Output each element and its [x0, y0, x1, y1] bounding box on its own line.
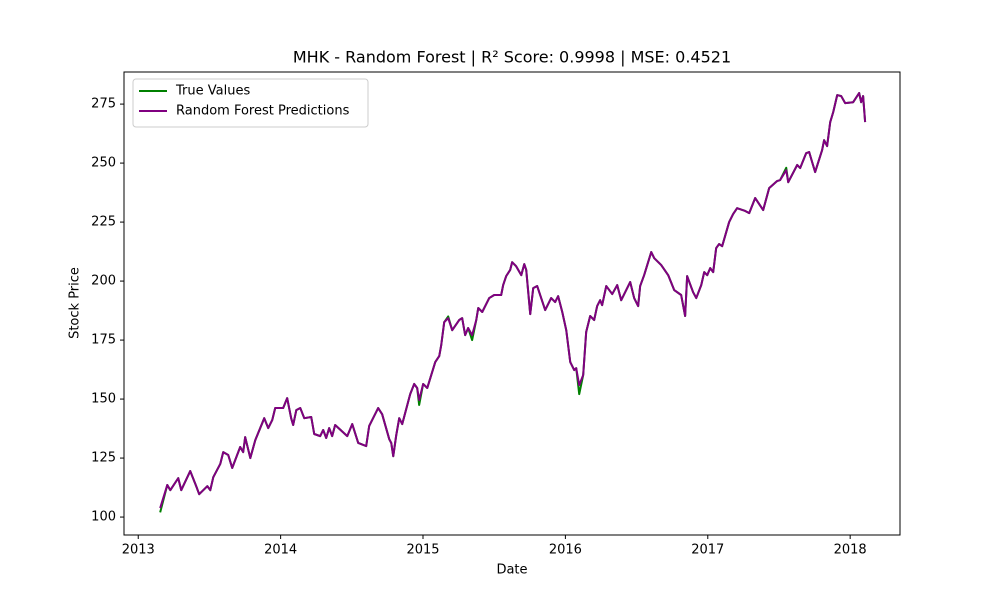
y-tick-label: 275	[91, 97, 116, 112]
series-line	[159, 92, 867, 513]
chart-title: MHK - Random Forest | R² Score: 0.9998 |…	[293, 48, 731, 67]
legend-label: True Values	[175, 84, 250, 99]
y-tick-label: 250	[91, 156, 116, 171]
x-tick-label: 2018	[834, 543, 867, 558]
x-tick-label: 2017	[691, 543, 724, 558]
y-tick-label: 150	[91, 392, 116, 407]
y-tick-label: 100	[91, 510, 116, 525]
series-line	[159, 92, 867, 509]
x-tick-label: 2013	[122, 543, 155, 558]
legend-box	[132, 78, 369, 128]
x-tick-label: 2016	[549, 543, 582, 558]
x-tick-label: 2014	[264, 543, 297, 558]
plot-frame	[123, 71, 901, 536]
x-tick-label: 2015	[406, 543, 439, 558]
y-tick-label: 200	[91, 274, 116, 289]
y-tick-label: 225	[91, 215, 116, 230]
legend-label: Random Forest Predictions	[176, 104, 350, 119]
y-axis-label: Stock Price	[68, 267, 83, 339]
x-axis-label: Date	[496, 563, 527, 578]
y-tick-label: 125	[91, 451, 116, 466]
y-tick-label: 175	[91, 333, 116, 348]
